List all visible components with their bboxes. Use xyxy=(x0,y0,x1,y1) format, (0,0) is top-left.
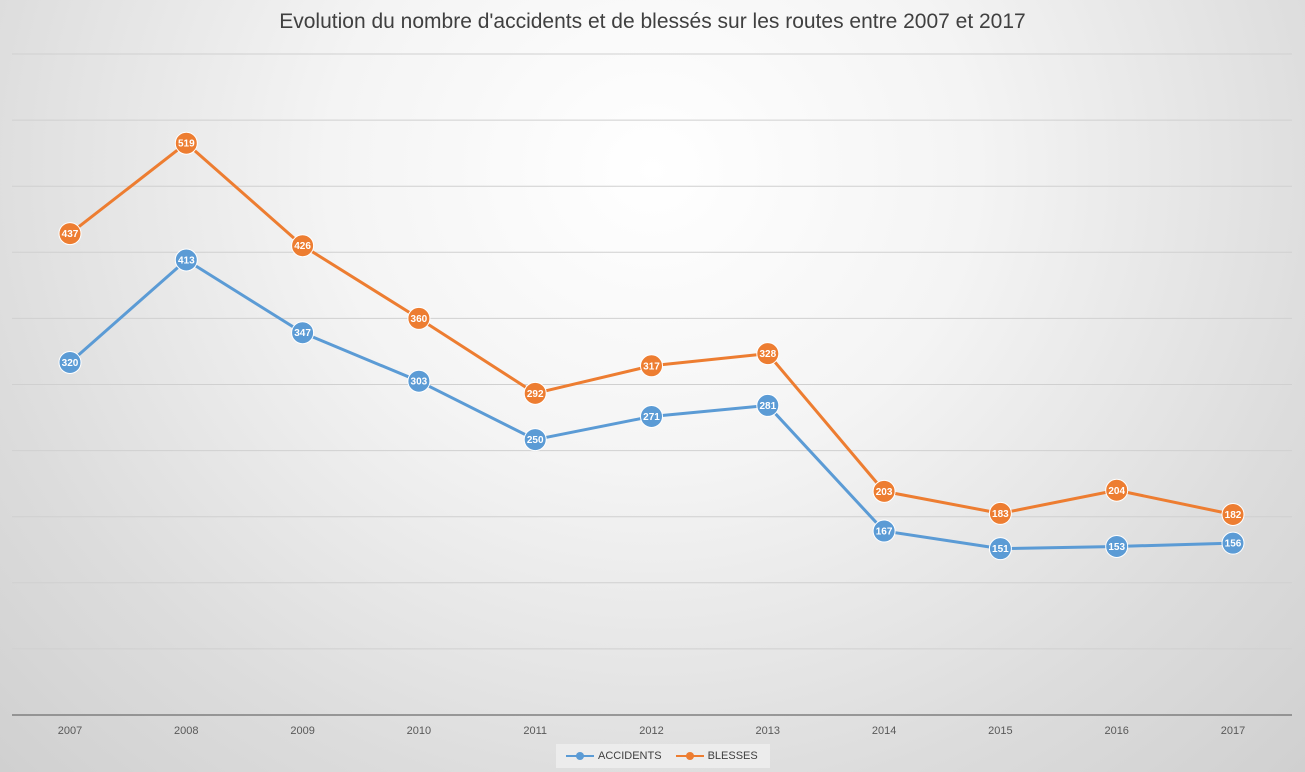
data-label: 281 xyxy=(759,401,776,412)
data-point-accidents xyxy=(407,369,431,393)
data-label: 156 xyxy=(1225,539,1242,550)
legend-swatch xyxy=(675,752,704,760)
data-point-accidents xyxy=(1105,534,1129,558)
x-tick-label: 2010 xyxy=(407,725,431,737)
data-label: 182 xyxy=(1225,510,1242,521)
data-label: 203 xyxy=(876,487,893,498)
data-label: 519 xyxy=(178,139,195,150)
data-point-accidents xyxy=(988,537,1012,561)
data-point-blesses xyxy=(756,342,780,366)
data-point-blesses xyxy=(872,479,896,503)
gridlines xyxy=(12,53,1292,650)
x-tick-label: 2009 xyxy=(290,725,314,737)
data-label: 153 xyxy=(1108,542,1125,553)
data-point-accidents xyxy=(291,321,315,345)
x-tick-label: 2013 xyxy=(756,725,780,737)
data-label: 250 xyxy=(527,435,544,446)
data-label: 320 xyxy=(62,358,79,369)
x-tick-label: 2016 xyxy=(1104,725,1128,737)
data-point-blesses xyxy=(291,234,315,258)
data-point-accidents xyxy=(1221,531,1245,555)
legend-label: BLESSES xyxy=(707,750,758,762)
data-point-accidents xyxy=(174,248,198,272)
data-point-blesses xyxy=(1221,502,1245,526)
data-label: 360 xyxy=(411,314,428,325)
data-point-accidents xyxy=(523,428,547,452)
data-point-blesses xyxy=(640,354,663,378)
x-tick-label: 2007 xyxy=(58,725,82,737)
data-label: 317 xyxy=(643,361,660,372)
legend-swatch xyxy=(566,752,594,760)
x-axis: 2007 2008 2009 2010 2011 2012 2013 2014 2015 2016… xyxy=(12,714,1292,737)
data-point-blesses xyxy=(58,222,82,246)
data-label: 426 xyxy=(294,241,311,252)
legend-item-blesses: BLESSES xyxy=(675,750,758,762)
data-label: 303 xyxy=(411,377,428,388)
data-label: 151 xyxy=(992,544,1009,555)
data-label: 271 xyxy=(643,412,660,423)
legend-label: ACCIDENTS xyxy=(598,750,662,762)
x-tick-label: 2012 xyxy=(639,725,663,737)
x-tick-label: 2011 xyxy=(523,725,547,737)
data-label: 413 xyxy=(178,256,195,267)
data-point-blesses xyxy=(523,381,547,405)
series-line-accidents xyxy=(69,258,1234,551)
data-label: 167 xyxy=(876,527,893,538)
data-point-blesses xyxy=(1105,478,1129,502)
data-point-blesses xyxy=(174,131,198,155)
x-tick-label: 2017 xyxy=(1221,725,1245,737)
legend: ACCIDENTS BLESSES xyxy=(556,744,770,768)
data-point-accidents xyxy=(640,404,663,428)
x-tick-label: 2015 xyxy=(988,725,1012,737)
data-point-accidents xyxy=(872,519,896,543)
data-point-accidents xyxy=(756,393,780,417)
data-label: 292 xyxy=(527,389,544,400)
data-label: 437 xyxy=(62,229,79,240)
x-tick-label: 2014 xyxy=(872,725,896,737)
chart-title: Evolution du nombre d'accidents et de bl… xyxy=(279,10,1026,33)
data-point-accidents xyxy=(58,350,82,374)
series-points: 320 413 347 303 250 271 281 167 151 153 156 437 519 4… xyxy=(58,131,1245,561)
data-point-blesses xyxy=(407,306,431,330)
series-lines xyxy=(69,141,1234,551)
legend-item-accidents: ACCIDENTS xyxy=(566,750,662,762)
data-point-blesses xyxy=(988,501,1012,525)
series-line-blesses xyxy=(69,141,1234,516)
data-label: 183 xyxy=(992,509,1009,520)
x-tick-label: 2008 xyxy=(174,725,198,737)
data-label: 328 xyxy=(759,349,776,360)
data-label: 204 xyxy=(1108,486,1125,497)
data-label: 347 xyxy=(294,328,311,339)
